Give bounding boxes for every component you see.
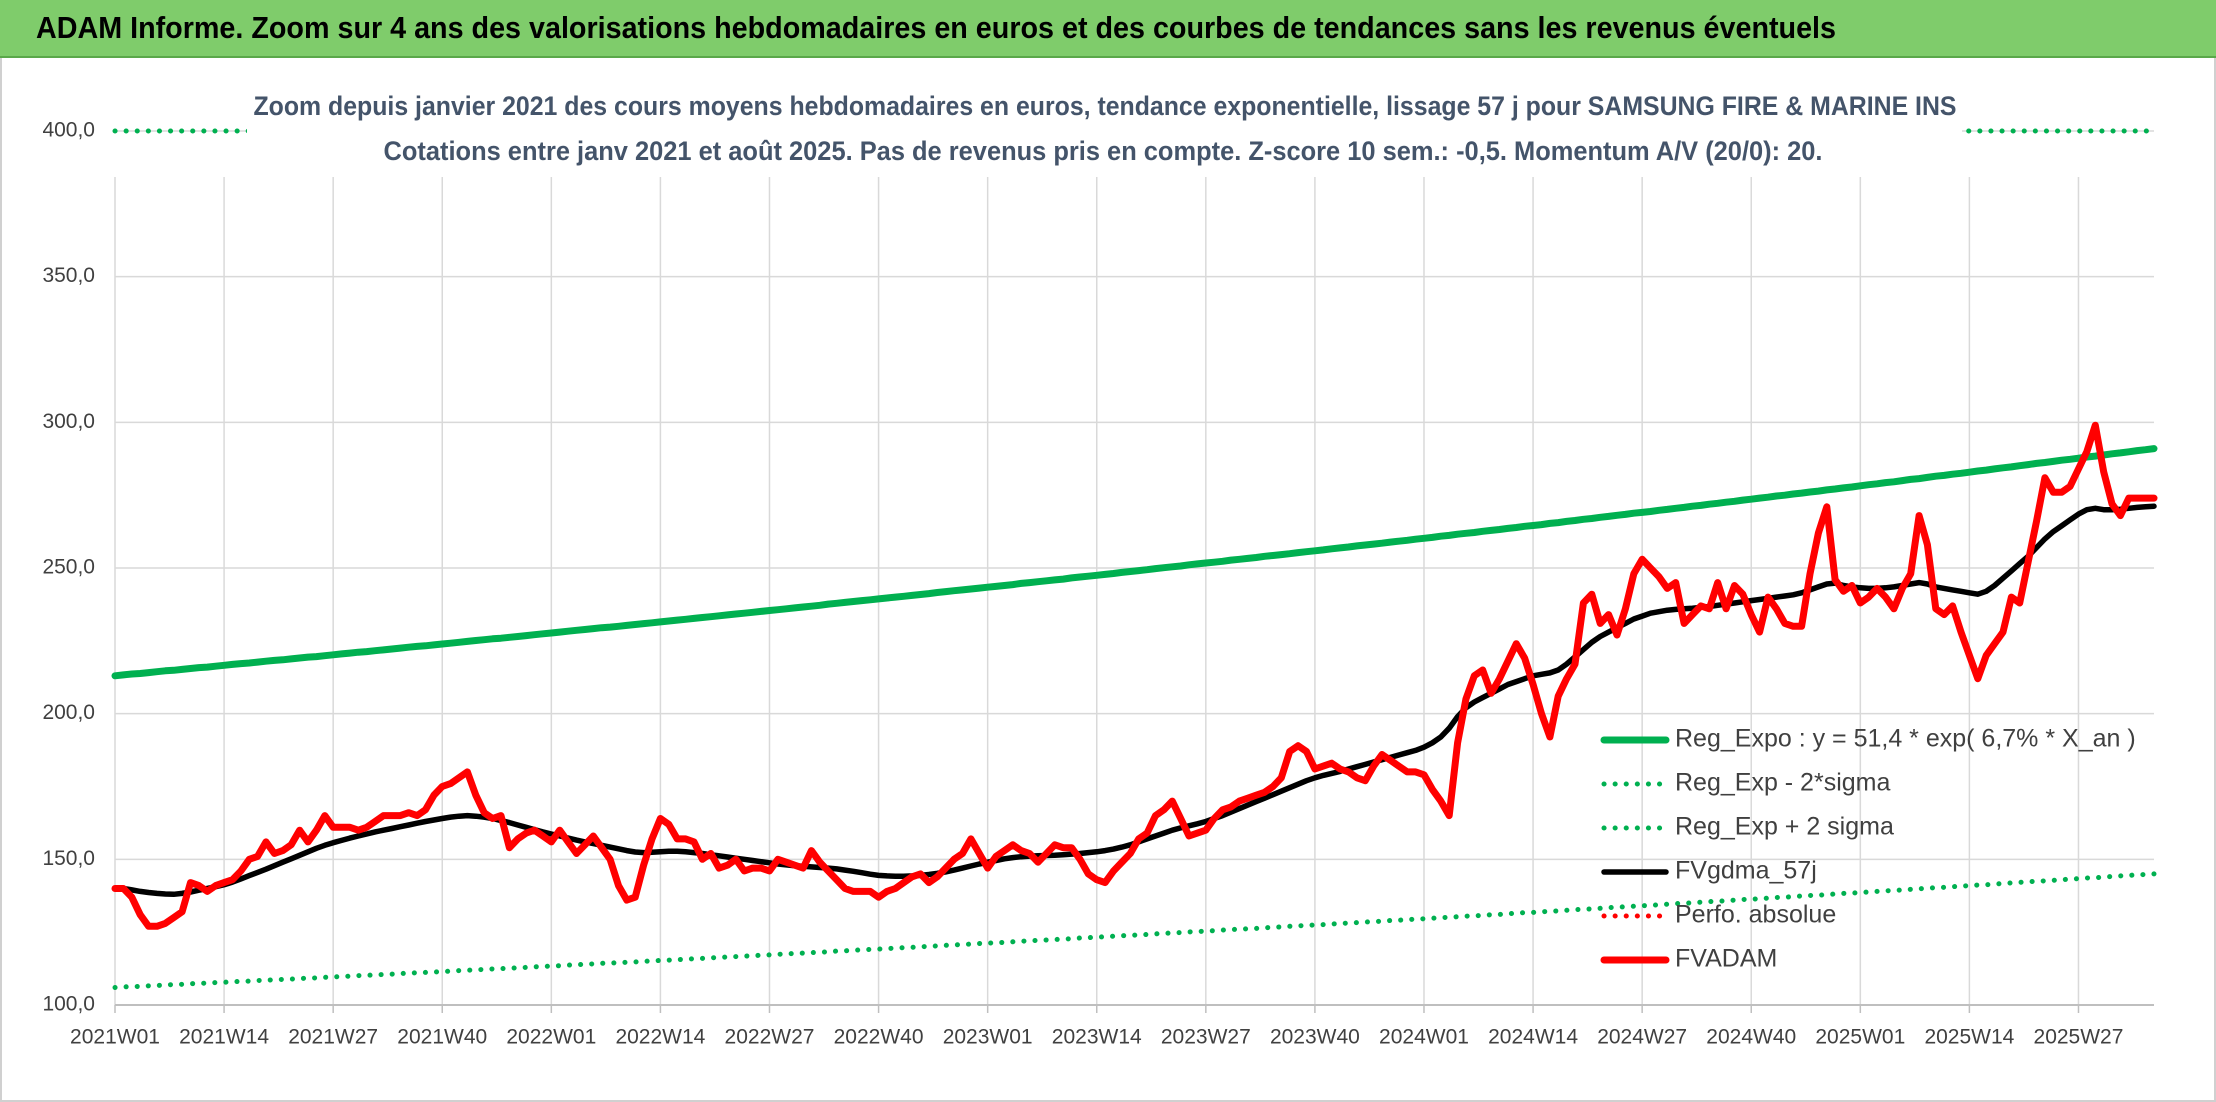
legend-label: Reg_Exp + 2 sigma xyxy=(1675,813,1894,841)
x-tick-label: 2021W01 xyxy=(70,1026,160,1049)
y-tick-label: 250,0 xyxy=(42,556,95,579)
header-title: ADAM Informe. Zoom sur 4 ans des valoris… xyxy=(36,10,1836,45)
legend-label: FVgdma_57j xyxy=(1675,857,1817,885)
x-tick-label: 2024W01 xyxy=(1379,1026,1469,1049)
x-tick-label: 2021W40 xyxy=(397,1026,487,1049)
x-tick-label: 2022W14 xyxy=(615,1026,705,1049)
y-tick-label: 400,0 xyxy=(42,119,95,142)
legend-label: Perfo. absolue xyxy=(1675,901,1836,929)
x-tick-label: 2023W01 xyxy=(943,1026,1033,1049)
y-tick-label: 300,0 xyxy=(42,410,95,433)
series-line xyxy=(111,421,2158,930)
x-tick-label: 2024W27 xyxy=(1597,1026,1687,1049)
x-tick-label: 2024W40 xyxy=(1706,1026,1796,1049)
series-line xyxy=(112,871,2157,990)
y-tick-label: 350,0 xyxy=(42,264,95,287)
x-tick-label: 2024W14 xyxy=(1488,1026,1578,1049)
header-band xyxy=(0,0,2216,57)
chart-subtitle: Cotations entre janv 2021 et août 2025. … xyxy=(384,136,1823,166)
x-tick-label: 2023W27 xyxy=(1161,1026,1251,1049)
x-tick-label: 2022W01 xyxy=(506,1026,596,1049)
x-tick-label: 2021W27 xyxy=(288,1026,378,1049)
y-tick-label: 100,0 xyxy=(42,993,95,1016)
x-tick-label: 2022W27 xyxy=(725,1026,815,1049)
y-tick-label: 150,0 xyxy=(42,847,95,870)
x-tick-label: 2021W14 xyxy=(179,1026,269,1049)
x-tick-label: 2023W40 xyxy=(1270,1026,1360,1049)
title-box xyxy=(247,88,1962,176)
x-tick-label: 2022W40 xyxy=(834,1026,924,1049)
x-tick-label: 2025W01 xyxy=(1815,1026,1905,1049)
x-tick-label: 2025W14 xyxy=(1924,1026,2014,1049)
series-line xyxy=(111,445,2158,680)
legend-label: FVADAM xyxy=(1675,945,1777,973)
x-tick-label: 2023W14 xyxy=(1052,1026,1142,1049)
y-tick-label: 200,0 xyxy=(42,701,95,724)
x-tick-label: 2025W27 xyxy=(2034,1026,2124,1049)
chart-title: Zoom depuis janvier 2021 des cours moyen… xyxy=(254,91,1957,121)
legend-label: Reg_Exp - 2*sigma xyxy=(1675,769,1890,797)
legend: Reg_Expo : y = 51,4 * exp( 6,7% * X_an )… xyxy=(1600,725,2136,973)
legend-label: Reg_Expo : y = 51,4 * exp( 6,7% * X_an ) xyxy=(1675,725,2136,753)
